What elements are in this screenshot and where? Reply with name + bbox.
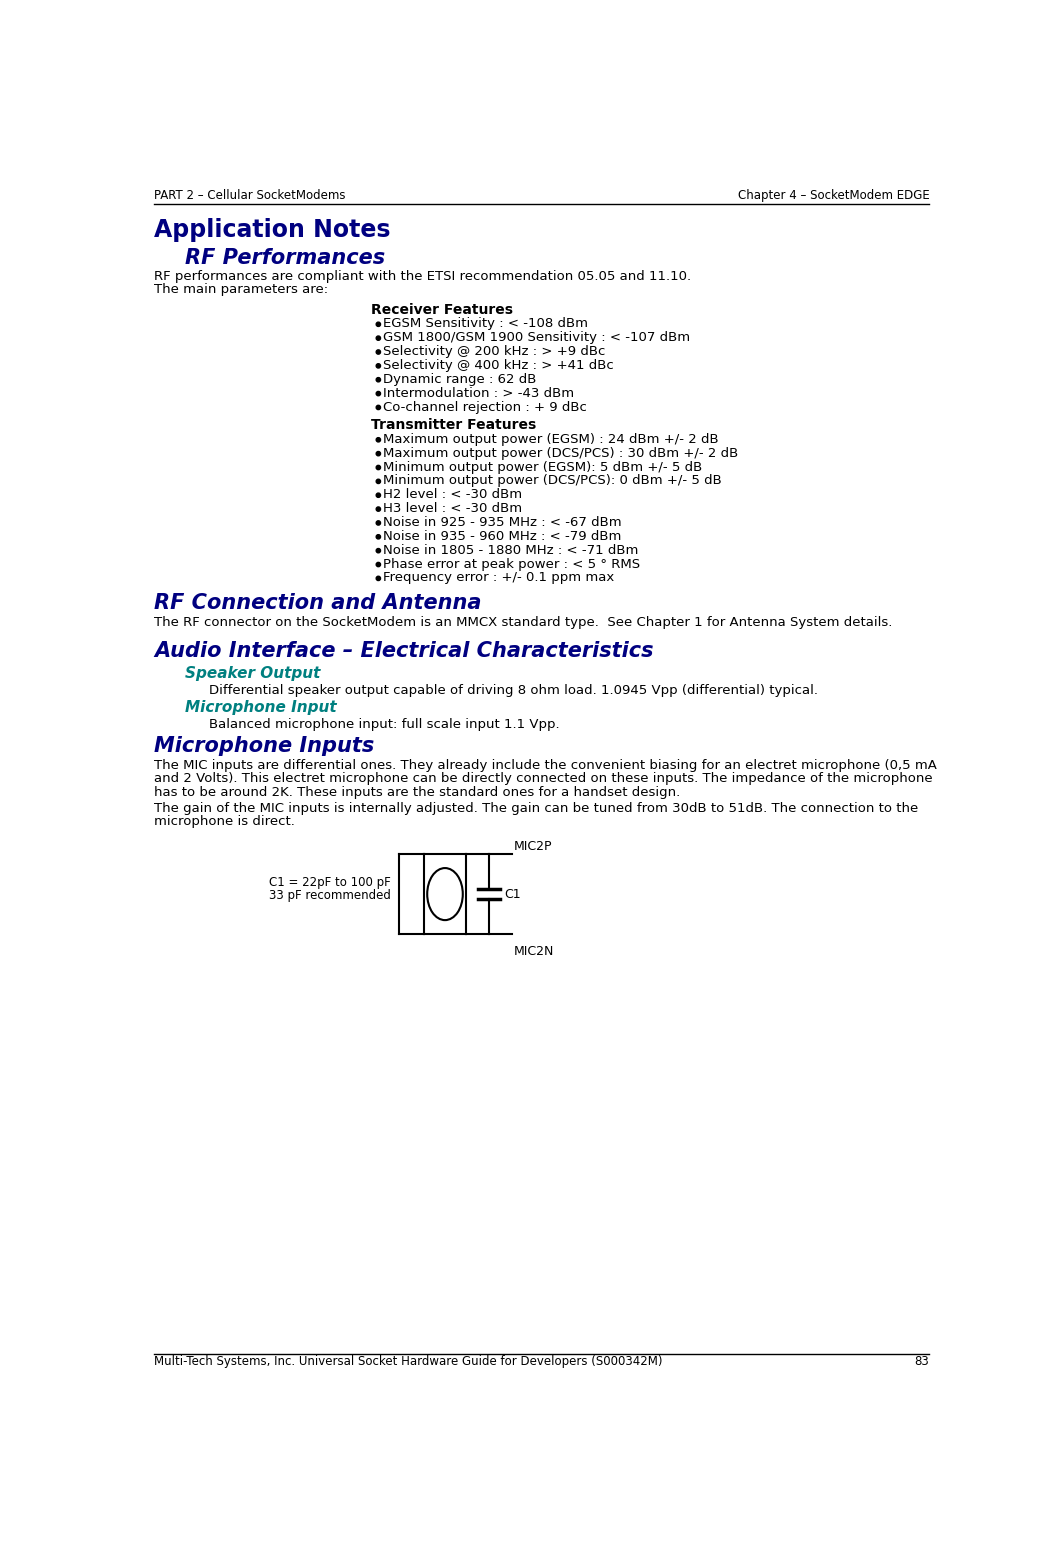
Circle shape: [377, 350, 381, 354]
Circle shape: [377, 535, 381, 539]
Circle shape: [377, 405, 381, 410]
Text: Noise in 925 - 935 MHz : < -67 dBm: Noise in 925 - 935 MHz : < -67 dBm: [383, 516, 622, 529]
Text: RF performances are compliant with the ETSI recommendation 05.05 and 11.10.: RF performances are compliant with the E…: [154, 270, 691, 284]
Circle shape: [377, 378, 381, 382]
Text: MIC2N: MIC2N: [514, 945, 554, 959]
Text: Maximum output power (EGSM) : 24 dBm +/- 2 dB: Maximum output power (EGSM) : 24 dBm +/-…: [383, 433, 719, 445]
Text: Frequency error : +/- 0.1 ppm max: Frequency error : +/- 0.1 ppm max: [383, 572, 615, 584]
Circle shape: [377, 549, 381, 553]
Text: The MIC inputs are differential ones. They already include the convenient biasin: The MIC inputs are differential ones. Th…: [154, 760, 937, 772]
Text: Maximum output power (DCS/PCS) : 30 dBm +/- 2 dB: Maximum output power (DCS/PCS) : 30 dBm …: [383, 447, 738, 459]
Text: microphone is direct.: microphone is direct.: [154, 815, 295, 828]
Text: Intermodulation : > -43 dBm: Intermodulation : > -43 dBm: [383, 387, 574, 399]
Text: Noise in 935 - 960 MHz : < -79 dBm: Noise in 935 - 960 MHz : < -79 dBm: [383, 530, 621, 542]
Text: Balanced microphone input: full scale input 1.1 Vpp.: Balanced microphone input: full scale in…: [209, 718, 559, 730]
Text: The gain of the MIC inputs is internally adjusted. The gain can be tuned from 30: The gain of the MIC inputs is internally…: [154, 801, 919, 815]
Text: Co-channel rejection : + 9 dBc: Co-channel rejection : + 9 dBc: [383, 401, 586, 413]
Text: GSM 1800/GSM 1900 Sensitivity : < -107 dBm: GSM 1800/GSM 1900 Sensitivity : < -107 d…: [383, 331, 690, 344]
Text: Chapter 4 – SocketModem EDGE: Chapter 4 – SocketModem EDGE: [737, 190, 929, 202]
Circle shape: [377, 465, 381, 470]
Text: Microphone Input: Microphone Input: [186, 700, 337, 715]
Text: H2 level : < -30 dBm: H2 level : < -30 dBm: [383, 488, 522, 501]
Text: Differential speaker output capable of driving 8 ohm load. 1.0945 Vpp (different: Differential speaker output capable of d…: [209, 684, 817, 697]
Circle shape: [377, 479, 381, 484]
Text: 83: 83: [915, 1356, 929, 1368]
Text: MIC2P: MIC2P: [514, 840, 553, 852]
Circle shape: [377, 336, 381, 341]
Circle shape: [377, 438, 381, 442]
Text: Application Notes: Application Notes: [154, 219, 391, 242]
Circle shape: [377, 452, 381, 456]
Circle shape: [377, 322, 381, 327]
Text: Speaker Output: Speaker Output: [186, 667, 321, 681]
Text: The main parameters are:: The main parameters are:: [154, 284, 328, 296]
Circle shape: [377, 364, 381, 368]
Text: has to be around 2K. These inputs are the standard ones for a handset design.: has to be around 2K. These inputs are th…: [154, 786, 681, 798]
Text: and 2 Volts). This electret microphone can be directly connected on these inputs: and 2 Volts). This electret microphone c…: [154, 772, 933, 786]
Circle shape: [377, 576, 381, 581]
Text: Minimum output power (DCS/PCS): 0 dBm +/- 5 dB: Minimum output power (DCS/PCS): 0 dBm +/…: [383, 475, 722, 487]
Text: Transmitter Features: Transmitter Features: [371, 418, 537, 431]
Text: Dynamic range : 62 dB: Dynamic range : 62 dB: [383, 373, 536, 385]
Text: Microphone Inputs: Microphone Inputs: [154, 737, 374, 757]
Circle shape: [377, 562, 381, 567]
Circle shape: [377, 521, 381, 525]
Text: 33 pF recommended: 33 pF recommended: [269, 889, 390, 901]
Text: Phase error at peak power : < 5 ° RMS: Phase error at peak power : < 5 ° RMS: [383, 558, 640, 570]
Text: H3 level : < -30 dBm: H3 level : < -30 dBm: [383, 502, 522, 515]
Text: C1 = 22pF to 100 pF: C1 = 22pF to 100 pF: [269, 877, 390, 889]
Circle shape: [377, 507, 381, 512]
Text: C1: C1: [504, 888, 520, 900]
Text: Selectivity @ 400 kHz : > +41 dBc: Selectivity @ 400 kHz : > +41 dBc: [383, 359, 614, 371]
Text: Receiver Features: Receiver Features: [371, 302, 513, 316]
Text: Selectivity @ 200 kHz : > +9 dBc: Selectivity @ 200 kHz : > +9 dBc: [383, 345, 605, 358]
Text: PART 2 – Cellular SocketModems: PART 2 – Cellular SocketModems: [154, 190, 346, 202]
Circle shape: [377, 493, 381, 498]
Text: RF Performances: RF Performances: [186, 248, 385, 268]
Text: EGSM Sensitivity : < -108 dBm: EGSM Sensitivity : < -108 dBm: [383, 317, 588, 330]
Text: The RF connector on the SocketModem is an MMCX standard type.  See Chapter 1 for: The RF connector on the SocketModem is a…: [154, 616, 893, 629]
Text: Noise in 1805 - 1880 MHz : < -71 dBm: Noise in 1805 - 1880 MHz : < -71 dBm: [383, 544, 639, 556]
Circle shape: [377, 391, 381, 396]
Text: Multi-Tech Systems, Inc. Universal Socket Hardware Guide for Developers (S000342: Multi-Tech Systems, Inc. Universal Socke…: [154, 1356, 663, 1368]
Text: Minimum output power (EGSM): 5 dBm +/- 5 dB: Minimum output power (EGSM): 5 dBm +/- 5…: [383, 461, 702, 473]
Text: Audio Interface – Electrical Characteristics: Audio Interface – Electrical Characteris…: [154, 641, 654, 661]
Text: RF Connection and Antenna: RF Connection and Antenna: [154, 593, 481, 613]
